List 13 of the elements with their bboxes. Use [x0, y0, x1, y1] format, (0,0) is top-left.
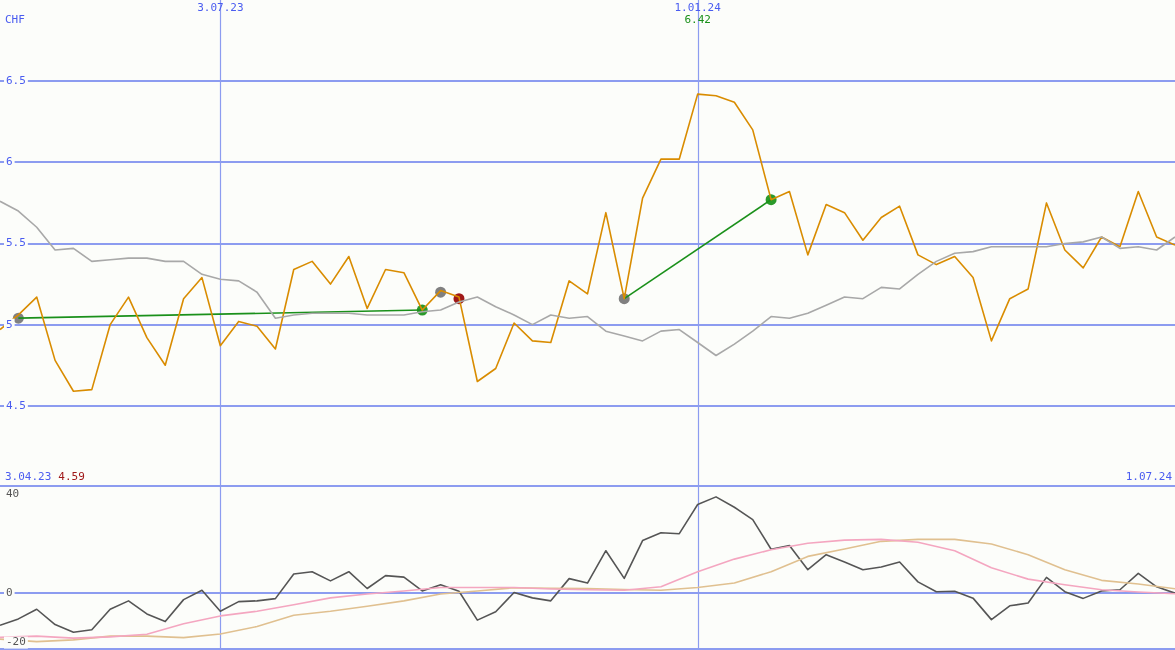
annotation: 3.04.23	[5, 470, 52, 484]
y-tick-label: 6	[6, 155, 13, 169]
y-tick-label: 6.5	[6, 74, 26, 88]
y-tick-label: 4.5	[6, 398, 26, 412]
y-tick-label: 5.5	[6, 236, 26, 250]
y-tick-label: -20	[6, 635, 26, 649]
y-tick-label: 5	[6, 317, 13, 331]
y-tick-label: 40	[6, 487, 20, 501]
y-tick-label: 0	[6, 586, 13, 600]
y-axis-title: CHF	[5, 13, 25, 27]
annotation: 4.59	[58, 470, 85, 484]
annotation: 6.42	[684, 13, 711, 27]
annotation: 1.07.24	[1125, 470, 1173, 484]
